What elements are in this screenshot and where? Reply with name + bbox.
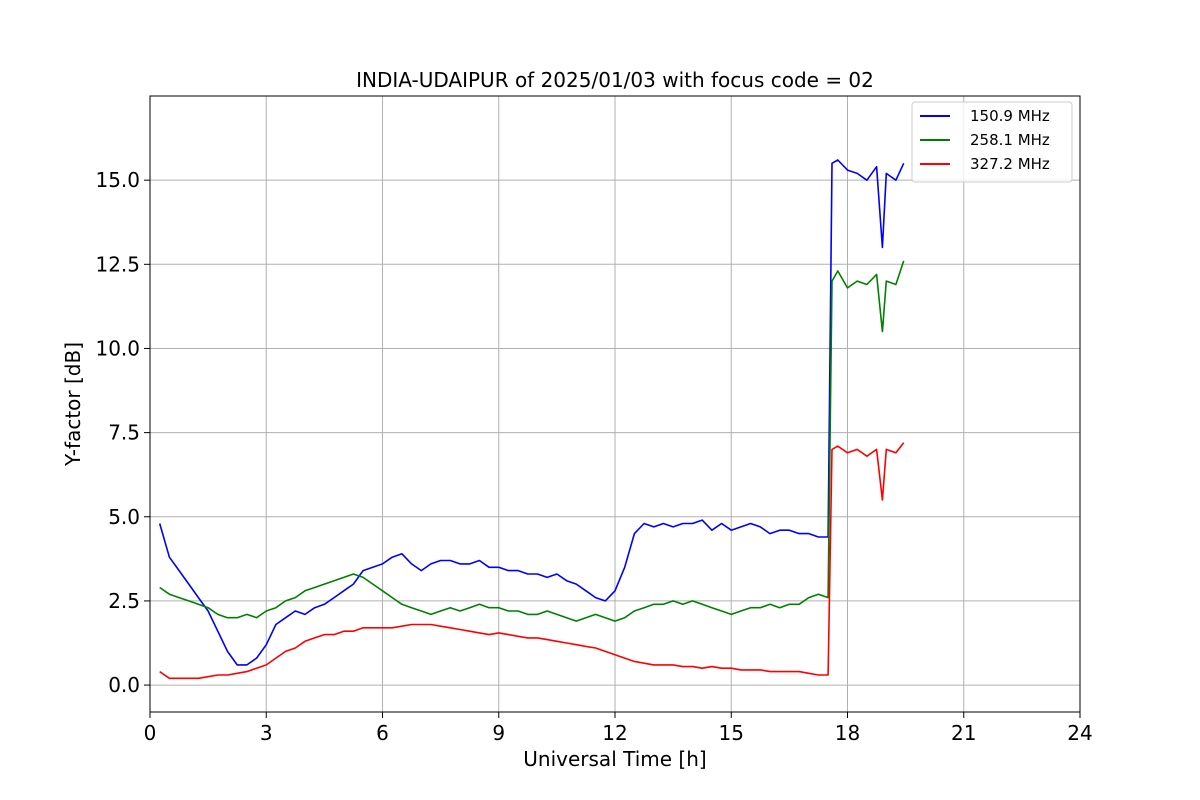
- chart-title: INDIA-UDAIPUR of 2025/01/03 with focus c…: [356, 68, 874, 92]
- x-tick-label: 21: [951, 721, 976, 745]
- legend-box: [911, 101, 1073, 183]
- x-tick-label: 15: [719, 721, 744, 745]
- y-tick-label: 5.0: [108, 505, 140, 529]
- x-tick-label: 0: [144, 721, 157, 745]
- x-tick-label: 12: [602, 721, 627, 745]
- y-tick-label: 12.5: [95, 252, 140, 276]
- series-line-2: [159, 260, 905, 622]
- y-axis-label: Y-factor [dB]: [61, 342, 85, 467]
- series-group: [158, 159, 905, 680]
- x-tick-label: 3: [260, 721, 273, 745]
- y-tick-label: 0.0: [108, 673, 140, 697]
- series-line-3: [159, 442, 905, 680]
- ticks: 0 3 6 9 12 15 18 21 24 0.0 2.5 5.0 7.5 10.0 12.5 15.0: [95, 168, 1092, 745]
- y-tick-label: 10.0: [95, 336, 140, 360]
- legend: 150.9 MHz 258.1 MHz 327.2 MHz: [911, 101, 1073, 183]
- y-tick-label: 7.5: [108, 421, 140, 445]
- x-tick-label: 6: [376, 721, 389, 745]
- y-tick-label: 2.5: [108, 589, 140, 613]
- x-axis-label: Universal Time [h]: [523, 747, 706, 771]
- x-tick-label: 18: [835, 721, 860, 745]
- x-tick-label: 9: [492, 721, 505, 745]
- legend-label: 258.1 MHz: [970, 131, 1050, 149]
- y-tick-label: 15.0: [95, 168, 140, 192]
- x-tick-label: 24: [1067, 721, 1092, 745]
- legend-label: 327.2 MHz: [970, 155, 1050, 173]
- series-line-1: [158, 159, 905, 666]
- legend-label: 150.9 MHz: [970, 107, 1050, 125]
